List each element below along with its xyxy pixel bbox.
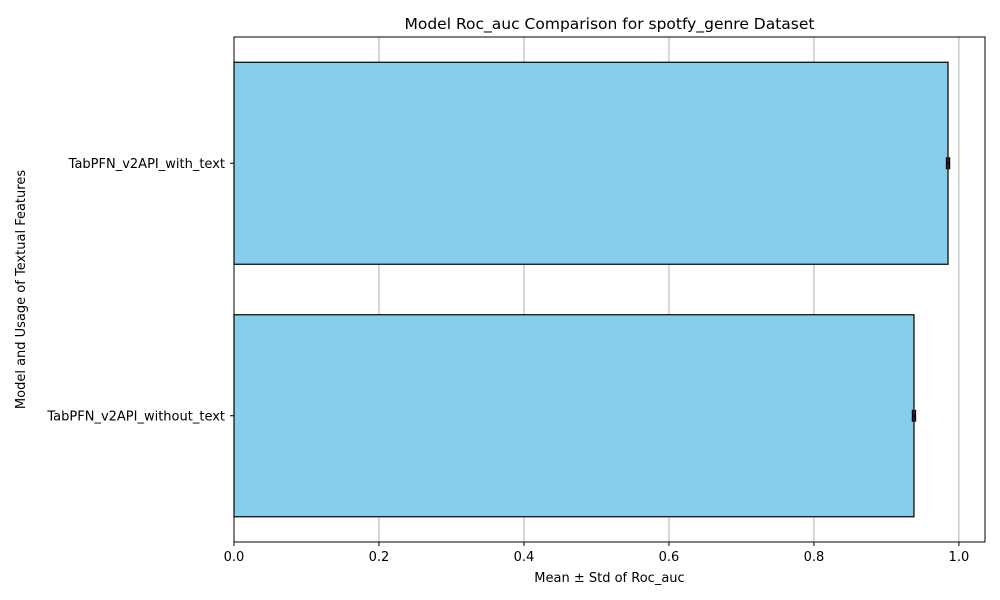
bar [233, 314, 915, 518]
x-tick-label: 0.2 [369, 550, 390, 565]
plot-frame [233, 36, 986, 543]
y-ticks: TabPFN_v2API_with_text TabPFN_v2API_witho… [46, 157, 234, 424]
y-axis-label: Model and Usage of Textual Features [14, 170, 29, 409]
x-tick-label: 0.4 [514, 550, 535, 565]
bars [233, 61, 949, 518]
y-tick-label: TabPFN_v2API_with_text [68, 157, 225, 172]
y-tick-label: TabPFN_v2API_without_text [46, 409, 225, 424]
chart-title: Model Roc_auc Comparison for spotfy_genr… [404, 15, 814, 34]
error-bars [911, 157, 951, 422]
x-tick-label: 0.6 [659, 550, 680, 565]
x-tick-label: 1.0 [949, 550, 970, 565]
x-tick-label: 0.0 [224, 550, 245, 565]
x-tick-label: 0.8 [804, 550, 825, 565]
bar [233, 61, 949, 265]
x-axis-label: Mean ± Std of Roc_auc [534, 571, 684, 586]
x-ticks: 0.0 0.2 0.4 0.6 0.8 1.0 [224, 542, 970, 565]
